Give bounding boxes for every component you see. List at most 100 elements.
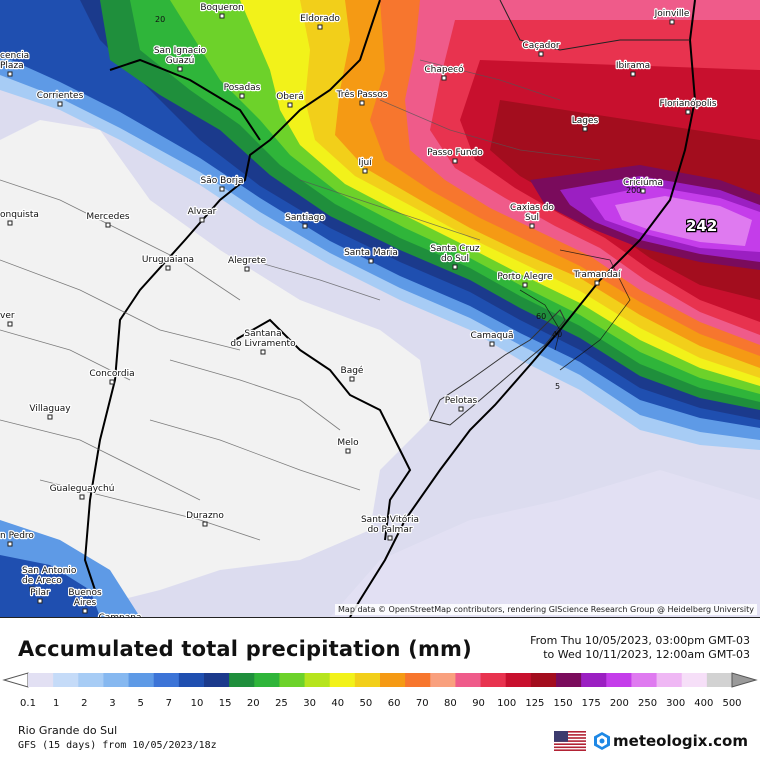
city-dot [529,223,535,229]
city-label: Santiago [285,213,325,223]
city-marker[interactable]: Camaquã [469,330,515,347]
city-marker[interactable]: Boqueron [199,2,245,19]
city-label: Guazú [166,56,195,66]
city-label: Concordia [89,369,134,379]
city-marker[interactable]: Porto Alegre [496,271,554,288]
city-dot [177,66,183,72]
city-marker[interactable]: Villaguay [28,403,72,420]
city-label: Corrientes [37,91,84,101]
scale-tick-label: 40 [331,698,344,708]
city-marker[interactable]: Chapecó [423,63,465,81]
city-label: Alegrete [228,256,266,266]
city-marker[interactable]: Durazno [185,510,226,527]
city-dot [594,280,600,286]
city-label: Eldorado [300,14,340,24]
city-marker[interactable]: Mercedes [85,211,131,228]
city-marker[interactable]: Lages [571,115,600,132]
scale-color-band [656,673,683,687]
city-marker[interactable]: Gualeguaychú [48,483,116,500]
city-label: Santana [244,329,281,339]
city-label: Buenos [68,588,102,598]
city-marker[interactable]: Alvear [186,206,218,223]
city-marker[interactable]: Tramandaí [571,269,622,286]
city-marker[interactable]: n Pedro [0,530,36,547]
city-marker[interactable]: Ijuí [357,157,373,174]
scale-color-band [405,673,431,687]
scale-tick-label: 200 [610,698,629,708]
scale-color-band [329,673,356,687]
city-marker[interactable]: Pilar [29,587,51,604]
scale-color-band [706,673,733,687]
scale-color-band [505,673,532,687]
model-run: GFS (15 days) from 10/05/2023/18z [18,740,217,751]
scale-tick-label: 30 [303,698,316,708]
city-marker[interactable]: Três Passos [334,88,389,106]
city-label: Passo Fundo [427,148,483,158]
city-label: Uruguaiana [142,255,194,265]
city-marker[interactable]: Eldorado [299,13,342,30]
city-marker[interactable]: Santa Maria [343,247,399,264]
city-label: Três Passos [336,89,388,100]
city-dot [452,158,458,164]
city-label: Boqueron [200,3,243,13]
city-marker[interactable]: Florianópolis [658,97,718,115]
city-label: cencia [0,51,29,61]
contour-label: 20 [155,15,166,24]
city-marker[interactable]: Pelotas [444,395,479,412]
city-marker[interactable]: Melo [336,437,360,454]
city-marker[interactable]: Ibirama [615,60,651,77]
scale-color-band [204,673,230,687]
scale-tick-label: 25 [275,698,288,708]
city-marker[interactable]: Campana [97,612,142,617]
city-marker[interactable]: Caçador [521,40,561,57]
scale-tick-label: 100 [497,698,516,708]
brand-name: meteologix.com [613,732,748,750]
scale-tick-label: 175 [582,698,601,708]
city-dot [29,586,35,592]
city-marker[interactable]: Santiago [284,212,327,229]
city-marker[interactable]: Uruguaiana [141,254,195,271]
city-label: Aires [74,598,97,608]
city-marker[interactable]: ver [0,310,16,327]
city-marker[interactable]: Joinville [652,8,691,25]
city-dot [458,406,464,412]
scale-tick-label: 50 [360,698,373,708]
us-flag-icon[interactable] [554,731,587,751]
scale-tick-label: 60 [388,698,401,708]
max-precip-label: 242 [686,216,726,236]
city-label: Villaguay [29,404,71,414]
city-marker[interactable]: onquista [0,209,40,226]
city-label: Lages [572,116,599,126]
city-dot [522,282,528,288]
city-marker[interactable]: São Borja [199,175,245,192]
city-marker[interactable]: Concordia [88,368,136,385]
brand[interactable]: meteologix.com [554,731,748,751]
city-dot [7,71,13,77]
city-dot [260,349,266,355]
city-marker[interactable]: Corrientes [36,90,85,107]
city-dot [287,102,293,108]
city-marker[interactable]: Oberá [275,91,305,108]
precipitation-map[interactable]: Boqueron Eldorado Joinville San Ignacio Guaz… [0,0,760,618]
city-label: onquista [0,210,39,220]
city-marker[interactable]: Passo Fundo [426,147,484,164]
city-marker[interactable]: Bagé [339,364,365,382]
city-label: Durazno [186,511,224,521]
city-dot [82,608,88,614]
city-marker[interactable]: Criciúma [622,177,664,194]
city-dot [7,220,13,226]
city-dot [239,93,245,99]
city-dot [441,75,447,81]
city-marker[interactable]: Alegrete [227,255,268,272]
city-marker[interactable]: Posadas [222,82,262,99]
scale-tick-label: 7 [166,698,172,708]
city-label: Plaza [0,61,24,71]
